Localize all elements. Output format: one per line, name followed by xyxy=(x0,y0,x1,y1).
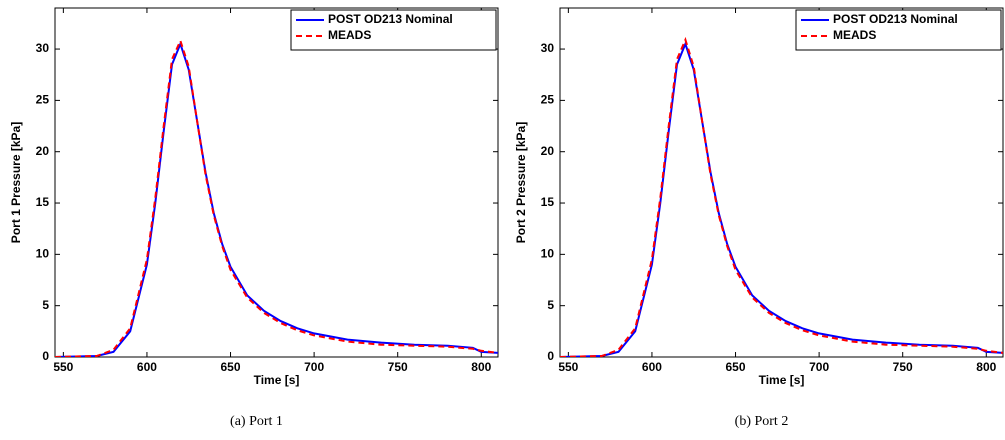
series-line xyxy=(55,38,498,357)
plot-area xyxy=(559,7,1004,358)
legend-label: MEADS xyxy=(328,28,371,42)
x-tick-label: 700 xyxy=(809,360,829,374)
x-tick-label: 800 xyxy=(976,360,996,374)
x-tick-label: 600 xyxy=(642,360,662,374)
y-tick-label: 5 xyxy=(547,298,554,312)
x-tick-label: 800 xyxy=(471,360,491,374)
legend-box xyxy=(795,9,1002,51)
series-line xyxy=(560,36,1003,357)
y-tick-label: 30 xyxy=(541,41,555,55)
y-tick-label: 10 xyxy=(541,247,555,261)
x-tick-label: 750 xyxy=(893,360,913,374)
y-axis-label: Port 2 Pressure [kPa] xyxy=(514,122,528,243)
x-tick-label: 750 xyxy=(388,360,408,374)
y-axis-label: Port 1 Pressure [kPa] xyxy=(9,122,23,243)
y-tick-label: 0 xyxy=(547,349,554,363)
x-tick-label: 650 xyxy=(221,360,241,374)
x-tick-label: 600 xyxy=(137,360,157,374)
legend-box xyxy=(290,9,497,51)
legend-label: MEADS xyxy=(833,28,876,42)
y-tick-label: 30 xyxy=(36,41,50,55)
y-tick-label: 10 xyxy=(36,247,50,261)
x-tick-label: 700 xyxy=(304,360,324,374)
plot-area xyxy=(54,7,499,358)
y-tick-label: 5 xyxy=(42,298,49,312)
x-tick-label: 650 xyxy=(726,360,746,374)
y-tick-label: 15 xyxy=(541,195,555,209)
y-tick-label: 0 xyxy=(42,349,49,363)
x-tick-label: 550 xyxy=(53,360,73,374)
y-tick-label: 25 xyxy=(36,93,50,107)
x-tick-label: 550 xyxy=(558,360,578,374)
x-axis-label: Time [s] xyxy=(254,373,300,387)
y-tick-label: 20 xyxy=(36,144,50,158)
caption: (a) Port 1 xyxy=(230,414,283,429)
caption: (b) Port 2 xyxy=(735,414,789,429)
legend-label: POST OD213 Nominal xyxy=(833,12,958,26)
y-tick-label: 20 xyxy=(541,144,555,158)
y-tick-label: 25 xyxy=(541,93,555,107)
x-axis-label: Time [s] xyxy=(759,373,805,387)
legend-label: POST OD213 Nominal xyxy=(328,12,453,26)
y-tick-label: 15 xyxy=(36,195,50,209)
